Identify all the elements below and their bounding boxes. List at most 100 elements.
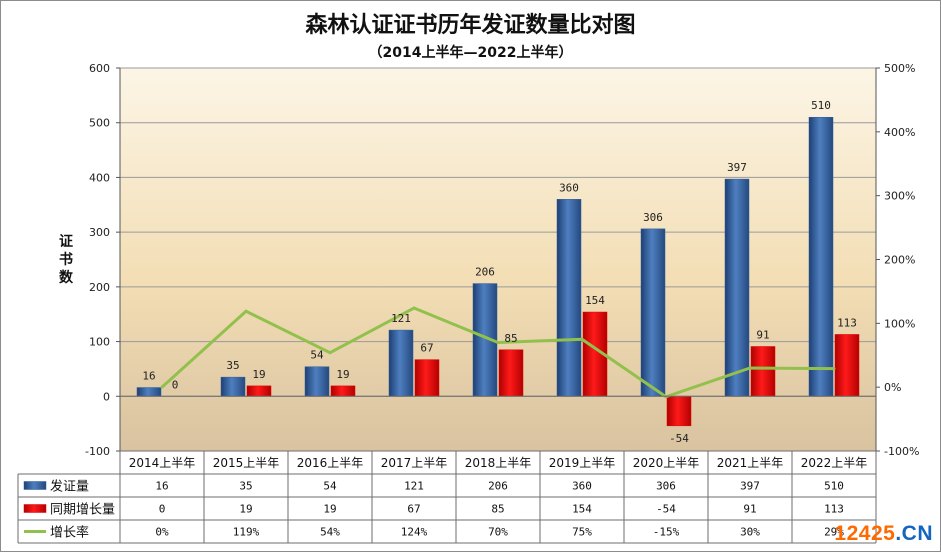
y-tick-label: 300 bbox=[89, 226, 110, 239]
line-point-series3 bbox=[244, 309, 248, 313]
table-cell-series3: -15% bbox=[653, 526, 680, 539]
y2-tick-label: 200% bbox=[884, 254, 915, 267]
table-cell-series1: 54 bbox=[323, 480, 337, 493]
axes: -100 0 100 200 300 400 500 600 -100% 0% 100% 200% 30… bbox=[59, 62, 919, 458]
data-labels: 16 0 35 19 54 19 121 67 206 85 360 154 306 -54 397 91 51… bbox=[142, 99, 857, 445]
growth-line bbox=[160, 306, 836, 399]
line-point-series3 bbox=[160, 385, 164, 389]
y-tick-label: 0 bbox=[103, 390, 110, 403]
table-cell-series2: -54 bbox=[656, 503, 676, 516]
table-cell-series3: 0% bbox=[155, 526, 169, 539]
table-cell-series1: 510 bbox=[824, 480, 844, 493]
data-label-series2: 19 bbox=[252, 368, 265, 381]
line-point-series3 bbox=[580, 337, 584, 341]
y2-tick-label: 500% bbox=[884, 62, 915, 75]
bar-series1 bbox=[136, 387, 162, 397]
data-label-series2: 113 bbox=[837, 316, 857, 329]
y-axis-title-char: 数 bbox=[59, 269, 74, 286]
table-cell-series2: 154 bbox=[572, 503, 592, 516]
table-cell-series2: 85 bbox=[491, 503, 504, 516]
data-label-series2: 85 bbox=[504, 332, 517, 345]
chart-subtitle: （2014上半年—2022上半年） bbox=[368, 45, 573, 61]
data-table: 2014上半年 2015上半年 2016上半年 2017上半年 2018上半年 2019上… bbox=[17, 450, 877, 544]
x-tick-label: 2022上半年 bbox=[801, 456, 868, 470]
watermark-part2: .CN bbox=[895, 522, 933, 545]
bar-series2 bbox=[834, 334, 860, 397]
x-tick-label: 2018上半年 bbox=[465, 456, 532, 470]
chart-title: 森林认证证书历年发证数量比对图 bbox=[305, 12, 636, 38]
data-label-series1: 121 bbox=[391, 312, 411, 325]
data-label-series2: 0 bbox=[172, 378, 179, 391]
data-label-series2: -54 bbox=[669, 432, 689, 445]
data-label-series1: 54 bbox=[310, 349, 324, 362]
table-cell-series3: 29% bbox=[824, 526, 844, 539]
line-point-series3 bbox=[832, 367, 836, 371]
data-label-series2: 154 bbox=[585, 294, 605, 307]
x-tick-label: 2020上半年 bbox=[633, 456, 700, 470]
line-point-series3 bbox=[496, 340, 500, 344]
table-cell-series2: 19 bbox=[323, 503, 336, 516]
bar-series2 bbox=[330, 385, 356, 397]
table-cell-series3: 124% bbox=[401, 526, 428, 539]
bar-series1 bbox=[640, 228, 666, 397]
watermark-part1: 12425 bbox=[834, 522, 896, 545]
table-cell-series2: 113 bbox=[824, 503, 844, 516]
y-tick-label: 400 bbox=[89, 171, 110, 184]
table-cell-series2: 0 bbox=[159, 503, 166, 516]
x-tick-label: 2016上半年 bbox=[297, 456, 364, 470]
table-cell-series1: 121 bbox=[404, 480, 424, 493]
table-cell-series3: 75% bbox=[572, 526, 592, 539]
line-point-series3 bbox=[328, 351, 332, 355]
y2-tick-label: 100% bbox=[884, 317, 915, 330]
data-label-series1: 206 bbox=[475, 266, 495, 279]
data-label-series2: 19 bbox=[336, 368, 349, 381]
table-cell-series1: 16 bbox=[155, 480, 168, 493]
bar-series1 bbox=[556, 199, 582, 397]
data-label-series2: 67 bbox=[420, 342, 433, 355]
data-label-series1: 510 bbox=[811, 99, 831, 112]
y2-tick-label: 0% bbox=[884, 381, 901, 394]
table-cell-series3: 70% bbox=[488, 526, 508, 539]
bar-series2 bbox=[666, 396, 692, 427]
table-cell-series2: 91 bbox=[743, 503, 756, 516]
bar-series1 bbox=[304, 366, 330, 397]
table-cell-series3: 54% bbox=[320, 526, 340, 539]
legend-key-2 bbox=[23, 504, 47, 513]
data-label-series1: 35 bbox=[226, 359, 239, 372]
bar-series2 bbox=[750, 346, 776, 397]
y-tick-label: -100 bbox=[85, 445, 110, 458]
table-cell-series3: 30% bbox=[740, 526, 760, 539]
data-label-series1: 16 bbox=[142, 370, 155, 383]
bar-series2 bbox=[414, 359, 440, 397]
bar-series1 bbox=[724, 178, 750, 397]
x-tick-label: 2019上半年 bbox=[549, 456, 616, 470]
table-cell-series1: 306 bbox=[656, 480, 676, 493]
table-cell-series1: 206 bbox=[488, 480, 508, 493]
table-cell-series1: 360 bbox=[572, 480, 592, 493]
legend-label-3: 增长率 bbox=[50, 525, 89, 541]
y-tick-label: 500 bbox=[89, 117, 110, 130]
bar-series2 bbox=[498, 349, 524, 397]
table-cell-series3: 119% bbox=[233, 526, 260, 539]
y-axis-title-char: 证 bbox=[59, 234, 73, 250]
y-tick-label: 600 bbox=[89, 62, 110, 75]
y-tick-label: 100 bbox=[89, 336, 110, 349]
x-tick-label: 2014上半年 bbox=[129, 456, 196, 470]
table-cell-series1: 35 bbox=[239, 480, 252, 493]
table-cell-series2: 67 bbox=[407, 503, 420, 516]
bar-series1 bbox=[808, 116, 834, 397]
y2-tick-label: 300% bbox=[884, 190, 915, 203]
y2-tick-label: -100% bbox=[884, 445, 919, 458]
bar-series1 bbox=[220, 376, 246, 397]
bar-series2 bbox=[246, 385, 272, 397]
data-label-series1: 360 bbox=[559, 181, 579, 194]
line-point-series3 bbox=[412, 306, 416, 310]
table-cell-series1: 397 bbox=[740, 480, 760, 493]
x-tick-label: 2015上半年 bbox=[213, 456, 280, 470]
data-label-series2: 91 bbox=[756, 328, 769, 341]
line-point-series3 bbox=[748, 366, 752, 370]
legend-label-2: 同期增长量 bbox=[50, 503, 115, 518]
data-label-series1: 397 bbox=[727, 161, 747, 174]
y-tick-label: 200 bbox=[89, 281, 110, 294]
